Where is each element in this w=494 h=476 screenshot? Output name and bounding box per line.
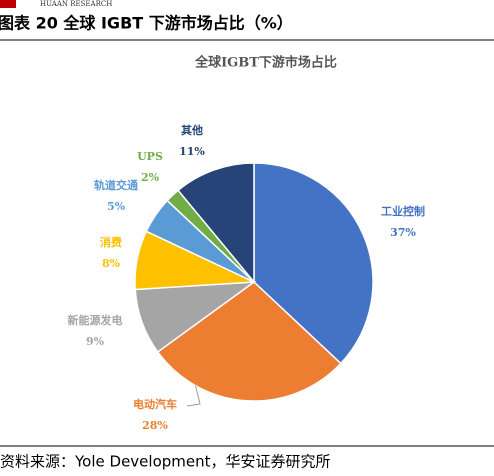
value-label: 37% bbox=[390, 226, 416, 239]
slice-label: 消费 bbox=[100, 235, 122, 249]
value-label: 28% bbox=[142, 419, 168, 432]
slice-label: 其他 bbox=[181, 123, 203, 137]
source: 资料来源：Yole Development，华安证券研究所 bbox=[0, 453, 331, 471]
brand: HUAAN RESEARCH bbox=[40, 0, 112, 8]
slice-label: 工业控制 bbox=[381, 204, 425, 218]
caption: 图表 20 全球 IGBT 下游市场占比（%） bbox=[0, 14, 293, 33]
pie-slice bbox=[253, 162, 374, 365]
value-label: 8% bbox=[102, 257, 121, 270]
slice-label: 电动汽车 bbox=[133, 397, 177, 411]
slice-label: UPS bbox=[137, 150, 163, 163]
slice-label: 新能源发电 bbox=[68, 313, 123, 327]
value-label: 9% bbox=[86, 335, 105, 348]
value-label: 5% bbox=[107, 200, 126, 213]
logo bbox=[0, 0, 16, 8]
slice-label: 轨道交通 bbox=[94, 178, 138, 192]
value-label: 11% bbox=[179, 145, 205, 158]
pie-slice bbox=[156, 281, 342, 402]
value-label: 2% bbox=[141, 171, 160, 184]
chart-title: 全球IGBT下游市场占比 bbox=[194, 55, 337, 71]
leader-line bbox=[186, 385, 201, 407]
pie-slice bbox=[177, 162, 255, 285]
